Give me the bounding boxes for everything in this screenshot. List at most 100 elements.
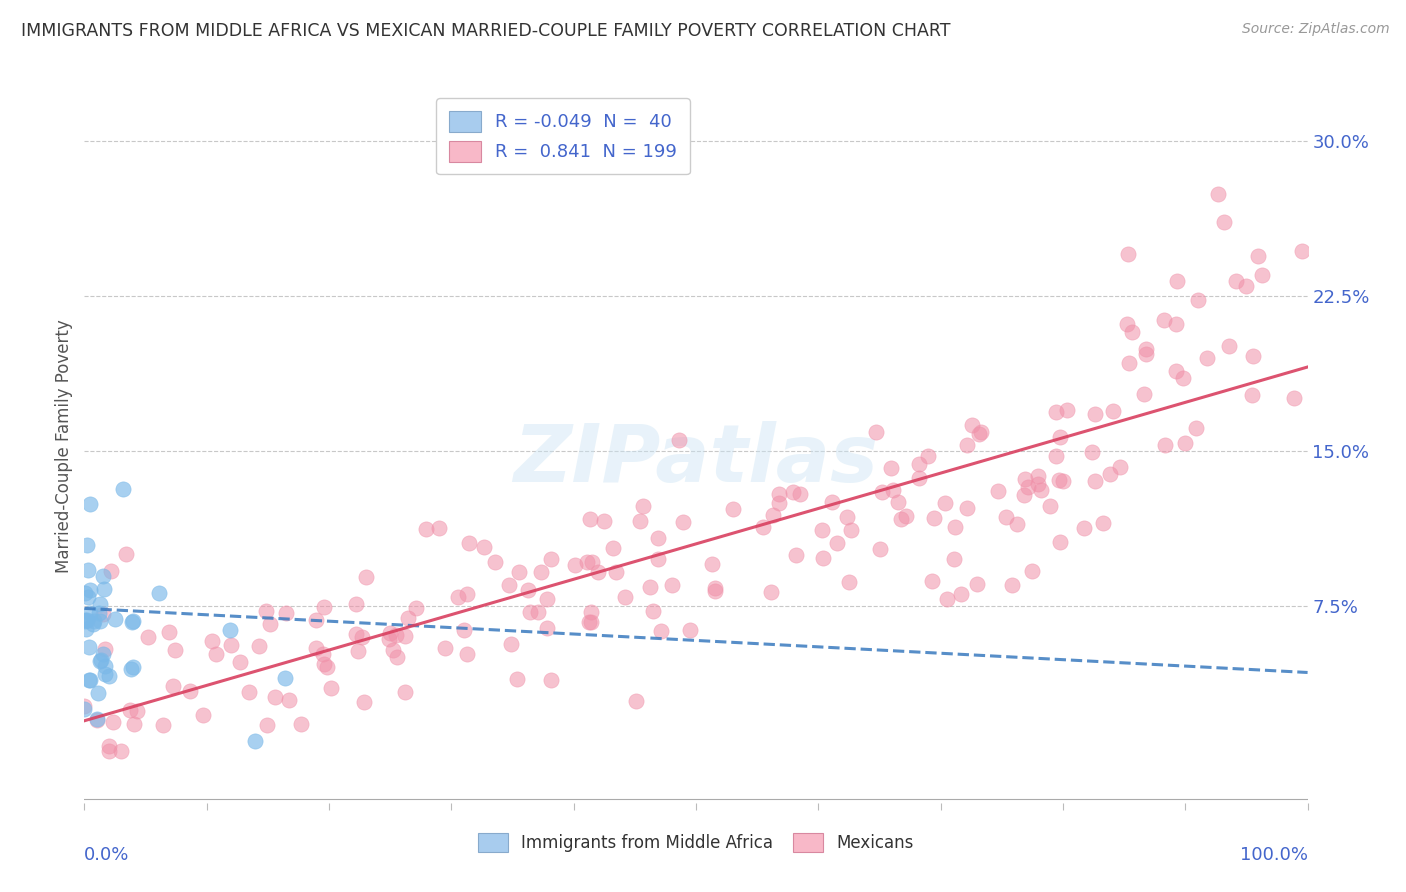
- Point: [79, 606, 101, 620]
- Point: [501, 637, 523, 651]
- Point: [1166, 318, 1188, 332]
- Point: [672, 515, 695, 529]
- Point: [641, 604, 664, 618]
- Point: [305, 640, 328, 655]
- Point: [73, 701, 96, 715]
- Point: [1218, 339, 1240, 353]
- Y-axis label: Married-Couple Family Poverty: Married-Couple Family Poverty: [55, 319, 73, 573]
- Point: [415, 522, 437, 536]
- Point: [100, 565, 122, 579]
- Point: [1014, 473, 1036, 487]
- Point: [921, 574, 943, 588]
- Point: [204, 647, 226, 661]
- Point: [77, 673, 100, 687]
- Point: [679, 623, 702, 637]
- Point: [1247, 249, 1270, 263]
- Point: [530, 566, 553, 580]
- Point: [264, 690, 287, 704]
- Point: [934, 496, 956, 510]
- Point: [956, 500, 979, 515]
- Point: [987, 483, 1010, 498]
- Point: [76, 538, 98, 552]
- Point: [97, 669, 120, 683]
- Point: [1116, 246, 1139, 260]
- Point: [394, 684, 416, 698]
- Point: [93, 582, 115, 596]
- Point: [638, 580, 661, 594]
- Point: [578, 615, 600, 629]
- Point: [93, 659, 115, 673]
- Point: [950, 587, 973, 601]
- Point: [1251, 268, 1274, 282]
- Text: 0.0%: 0.0%: [84, 846, 129, 863]
- Point: [519, 605, 541, 619]
- Point: [259, 617, 281, 632]
- Point: [103, 715, 125, 730]
- Point: [229, 656, 252, 670]
- Point: [103, 612, 125, 626]
- Point: [89, 654, 111, 668]
- Point: [768, 487, 790, 501]
- Point: [1091, 516, 1114, 530]
- Point: [254, 604, 277, 618]
- Point: [1241, 388, 1264, 402]
- Point: [76, 613, 98, 627]
- Point: [456, 587, 478, 601]
- Point: [90, 653, 112, 667]
- Point: [1099, 467, 1122, 481]
- Point: [668, 433, 690, 447]
- Point: [121, 615, 143, 629]
- Point: [506, 672, 529, 686]
- Point: [704, 583, 727, 598]
- Point: [536, 622, 558, 636]
- Point: [870, 485, 893, 500]
- Point: [91, 607, 114, 621]
- Point: [1045, 405, 1067, 419]
- Point: [165, 642, 187, 657]
- Point: [76, 590, 98, 604]
- Point: [1135, 347, 1157, 361]
- Point: [967, 427, 990, 442]
- Point: [1084, 407, 1107, 421]
- Point: [837, 509, 859, 524]
- Point: [626, 694, 648, 708]
- Point: [1153, 438, 1175, 452]
- Point: [768, 496, 790, 510]
- Point: [86, 713, 108, 727]
- Point: [247, 639, 270, 653]
- Point: [821, 495, 844, 509]
- Point: [97, 739, 120, 753]
- Point: [193, 708, 215, 723]
- Point: [382, 643, 405, 657]
- Point: [89, 614, 111, 628]
- Point: [576, 555, 599, 569]
- Point: [966, 577, 988, 591]
- Point: [960, 418, 983, 433]
- Point: [125, 704, 148, 718]
- Point: [1195, 351, 1218, 365]
- Point: [79, 673, 101, 687]
- Point: [1243, 349, 1265, 363]
- Point: [628, 514, 651, 528]
- Point: [894, 509, 917, 524]
- Point: [73, 585, 96, 599]
- Point: [789, 487, 811, 501]
- Point: [721, 502, 744, 516]
- Point: [1029, 483, 1052, 497]
- Point: [112, 482, 135, 496]
- Point: [118, 703, 141, 717]
- Point: [838, 574, 860, 589]
- Point: [1109, 460, 1132, 475]
- Point: [91, 647, 114, 661]
- Point: [1021, 564, 1043, 578]
- Point: [498, 578, 520, 592]
- Point: [73, 698, 96, 713]
- Point: [378, 632, 401, 646]
- Point: [1012, 488, 1035, 502]
- Point: [344, 597, 367, 611]
- Point: [89, 597, 111, 611]
- Point: [631, 499, 654, 513]
- Point: [1049, 534, 1071, 549]
- Point: [1121, 325, 1143, 339]
- Point: [484, 555, 506, 569]
